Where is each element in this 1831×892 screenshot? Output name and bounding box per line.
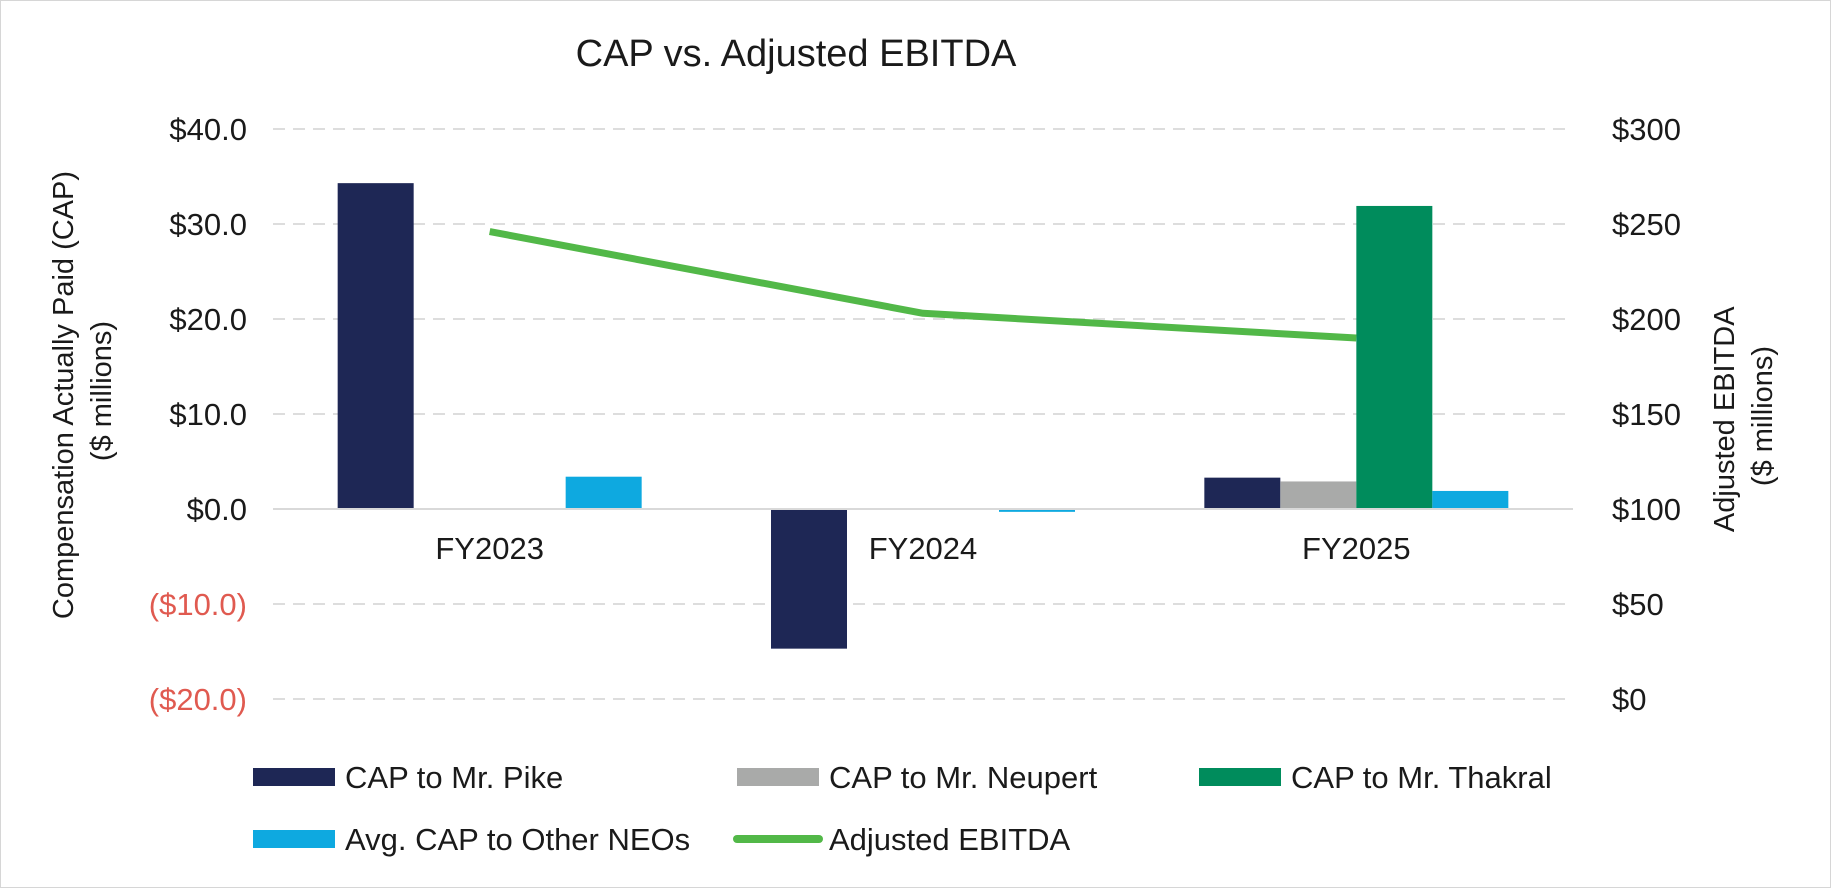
y-left-tick-label: $40.0 <box>169 112 247 147</box>
y-left-tick-label: $10.0 <box>169 397 247 432</box>
y-left-tick-label: ($20.0) <box>149 682 247 717</box>
legend-label-adjusted-ebitda: Adjusted EBITDA <box>829 822 1071 857</box>
legend-swatch-cap-to-mr-thakral <box>1199 768 1281 786</box>
y-right-tick-label: $200 <box>1612 302 1681 337</box>
legend-swatch-avg-cap-to-other-neos <box>253 830 335 848</box>
x-tick-label: FY2024 <box>869 531 978 566</box>
bar-cap-to-mr-neupert-fy2025 <box>1280 481 1357 509</box>
y-right-tick-label: $250 <box>1612 207 1681 242</box>
bar-avg-cap-to-other-neos-fy2025 <box>1432 490 1509 509</box>
ebitda-line <box>489 228 1357 342</box>
y-right-tick-label: $300 <box>1612 112 1681 147</box>
y-left-tick-label: $30.0 <box>169 207 247 242</box>
bar-cap-to-mr-pike-fy2025 <box>1204 477 1281 509</box>
legend-swatch-cap-to-mr-pike <box>253 768 335 786</box>
chart-title: CAP vs. Adjusted EBITDA <box>576 33 1017 75</box>
y-left-axis-label: Compensation Actually Paid (CAP) ($ mill… <box>48 163 118 619</box>
y-left-tick-label: $20.0 <box>169 302 247 337</box>
y-left-axis-label-line-1: Compensation Actually Paid (CAP) <box>48 171 80 619</box>
y-left-tick-label: $0.0 <box>187 492 247 527</box>
x-tick-label: FY2023 <box>435 531 544 566</box>
bar-cap-to-mr-pike-fy2024 <box>771 509 847 649</box>
legend-label-cap-to-mr-neupert: CAP to Mr. Neupert <box>829 760 1098 795</box>
y-right-axis-label: Adjusted EBITDA ($ millions) <box>1709 300 1779 532</box>
line-adjusted-ebitda <box>489 228 1357 342</box>
y-right-tick-label: $150 <box>1612 397 1681 432</box>
y-right-tick-label: $100 <box>1612 492 1681 527</box>
bar-avg-cap-to-other-neos-fy2024 <box>999 509 1075 512</box>
y-left-axis-label-line-2: ($ millions) <box>86 321 118 461</box>
bar-avg-cap-to-other-neos-fy2023 <box>565 476 642 509</box>
y-right-tick-labels: $300 $250 $200 $150 $100 $50 $0 <box>1612 112 1681 717</box>
y-right-axis-label-line-2: ($ millions) <box>1747 346 1779 486</box>
bars <box>337 183 1509 649</box>
legend-label-cap-to-mr-pike: CAP to Mr. Pike <box>345 760 563 795</box>
x-tick-label: FY2025 <box>1302 531 1411 566</box>
y-right-axis-label-line-1: Adjusted EBITDA <box>1709 306 1741 532</box>
bar-cap-to-mr-thakral-fy2025 <box>1356 205 1433 509</box>
y-left-tick-labels: $40.0 $30.0 $20.0 $10.0 $0.0 ($10.0) ($20.0) <box>149 112 247 717</box>
y-right-tick-label: $0 <box>1612 682 1646 717</box>
y-right-tick-label: $50 <box>1612 587 1664 622</box>
legend-label-avg-cap-to-other-neos: Avg. CAP to Other NEOs <box>345 822 690 857</box>
legend-label-cap-to-mr-thakral: CAP to Mr. Thakral <box>1291 760 1552 795</box>
y-left-tick-label: ($10.0) <box>149 587 247 622</box>
x-tick-labels: FY2023 FY2024 FY2025 <box>435 531 1410 566</box>
legend-swatch-cap-to-mr-neupert <box>737 768 819 786</box>
bar-cap-to-mr-pike-fy2023 <box>337 183 414 509</box>
legend: CAP to Mr. Pike CAP to Mr. Neupert CAP to … <box>253 760 1552 857</box>
